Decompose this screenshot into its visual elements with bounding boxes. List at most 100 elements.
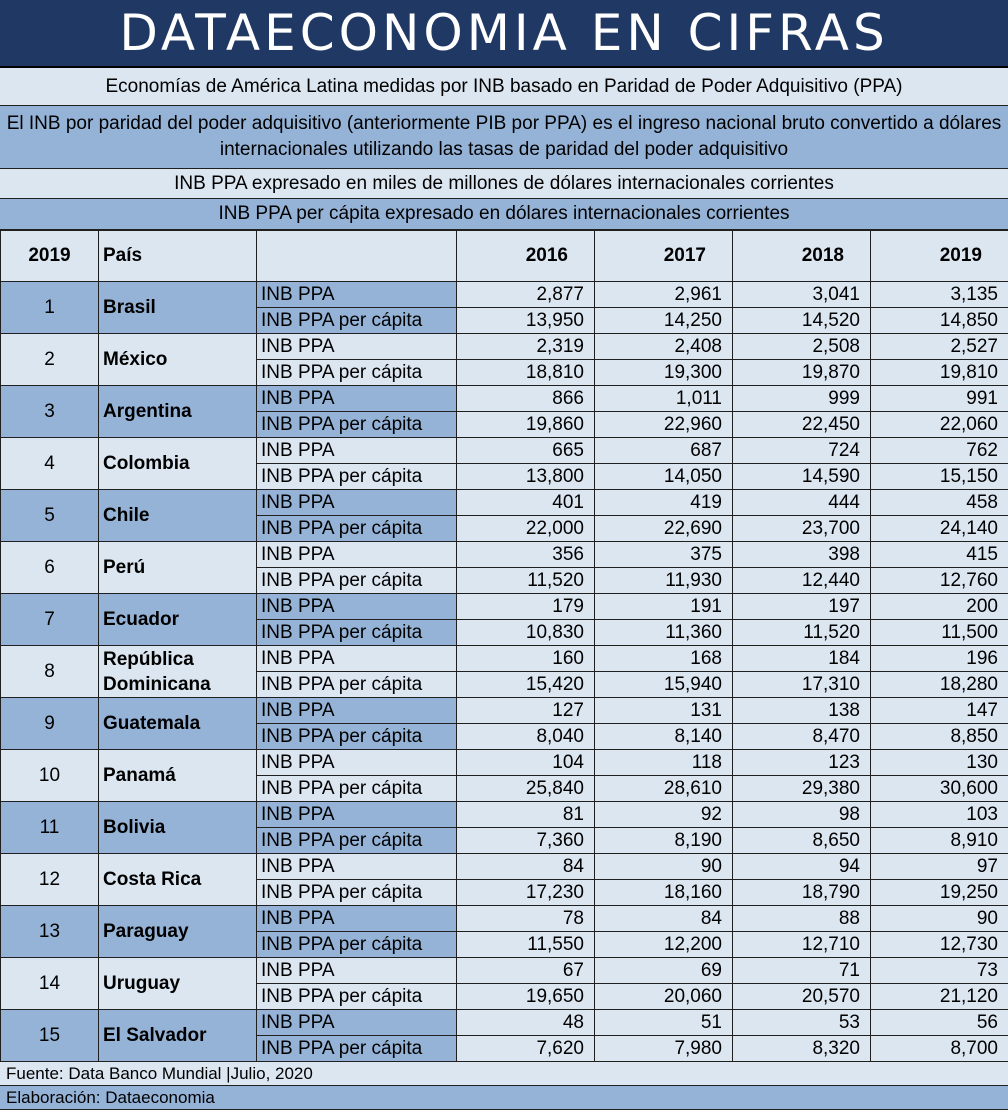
value-cell: 8,190 (594, 827, 733, 854)
metric-label: INB PPA per cápita (256, 1035, 457, 1062)
table-row: 9 Guatemala INB PPA 127 131 138 147 (0, 697, 1008, 750)
value-cell: 8,700 (870, 1035, 1008, 1062)
table-row: 15 El Salvador INB PPA 48 51 53 56 (0, 1009, 1008, 1062)
country-cell: Uruguay (98, 957, 257, 1010)
value-cell: 19,870 (732, 359, 871, 386)
table-row: 6 Perú INB PPA 356 375 398 415 (0, 541, 1008, 594)
value-cell: 22,690 (594, 515, 733, 542)
value-cell: 7,360 (456, 827, 595, 854)
value-cell: 17,230 (456, 879, 595, 906)
unit-note-total: INB PPA expresado en miles de millones d… (0, 169, 1008, 199)
value-cell: 401 (456, 489, 595, 516)
value-cell: 92 (594, 801, 733, 828)
metric-label: INB PPA (256, 853, 457, 880)
value-cell: 8,040 (456, 723, 595, 750)
value-cell: 458 (870, 489, 1008, 516)
value-cell: 14,590 (732, 463, 871, 490)
header-year-2017: 2017 (594, 230, 733, 282)
header-rank: 2019 (0, 230, 99, 282)
table-row: 5 Chile INB PPA 401 419 444 458 (0, 489, 1008, 542)
value-cell: 14,050 (594, 463, 733, 490)
value-cell: 97 (870, 853, 1008, 880)
metric-label: INB PPA (256, 1009, 457, 1036)
table-row: 2 México INB PPA 2,319 2,408 2,508 2,527 (0, 333, 1008, 386)
country-cell: Brasil (98, 281, 257, 334)
metric-label: INB PPA per cápita (256, 775, 457, 802)
definition-text: El INB por paridad del poder adquisitivo… (0, 106, 1008, 169)
metric-label: INB PPA per cápita (256, 359, 457, 386)
metric-label: INB PPA (256, 437, 457, 464)
country-cell: Perú (98, 541, 257, 594)
country-cell: México (98, 333, 257, 386)
table-row: INB PPA per cápita 7,620 7,980 8,320 8,700 (1, 1035, 1008, 1062)
rank-cell: 4 (0, 437, 99, 490)
value-cell: 19,250 (870, 879, 1008, 906)
value-cell: 88 (732, 905, 871, 932)
value-cell: 444 (732, 489, 871, 516)
metric-label: INB PPA (256, 801, 457, 828)
value-cell: 22,060 (870, 411, 1008, 438)
country-cell: Panamá (98, 749, 257, 802)
metric-label: INB PPA per cápita (256, 411, 457, 438)
value-cell: 118 (594, 749, 733, 776)
value-cell: 81 (456, 801, 595, 828)
value-cell: 30,600 (870, 775, 1008, 802)
value-cell: 22,960 (594, 411, 733, 438)
rank-cell: 3 (0, 385, 99, 438)
table-row: 1 Brasil INB PPA 2,877 2,961 3,041 3,135 (0, 281, 1008, 334)
value-cell: 14,850 (870, 307, 1008, 334)
value-cell: 28,610 (594, 775, 733, 802)
value-cell: 687 (594, 437, 733, 464)
table-row: INB PPA per cápita 11,550 12,200 12,710 12,7… (1, 931, 1008, 958)
metric-label: INB PPA (256, 749, 457, 776)
value-cell: 84 (456, 853, 595, 880)
table-row: 10 Panamá INB PPA 104 118 123 130 (0, 749, 1008, 802)
rank-cell: 12 (0, 853, 99, 906)
gni-table: 2019 País 2016 2017 2018 2019 1 Brasil INB… (0, 230, 1008, 1062)
table-row: 13 Paraguay INB PPA 78 84 88 90 (0, 905, 1008, 958)
rank-cell: 7 (0, 593, 99, 646)
table-row: 12 Costa Rica INB PPA 84 90 94 97 (0, 853, 1008, 906)
value-cell: 131 (594, 697, 733, 724)
value-cell: 21,120 (870, 983, 1008, 1010)
value-cell: 665 (456, 437, 595, 464)
metric-label: INB PPA per cápita (256, 307, 457, 334)
value-cell: 14,520 (732, 307, 871, 334)
metric-label: INB PPA per cápita (256, 879, 457, 906)
value-cell: 98 (732, 801, 871, 828)
country-cell: Paraguay (98, 905, 257, 958)
value-cell: 2,961 (594, 281, 733, 308)
value-cell: 53 (732, 1009, 871, 1036)
subtitle: Economías de América Latina medidas por … (0, 68, 1008, 106)
value-cell: 103 (870, 801, 1008, 828)
metric-label: INB PPA (256, 645, 457, 672)
value-cell: 1,011 (594, 385, 733, 412)
value-cell: 7,980 (594, 1035, 733, 1062)
rank-cell: 1 (0, 281, 99, 334)
value-cell: 375 (594, 541, 733, 568)
value-cell: 8,470 (732, 723, 871, 750)
value-cell: 23,700 (732, 515, 871, 542)
value-cell: 191 (594, 593, 733, 620)
value-cell: 56 (870, 1009, 1008, 1036)
header-country: País (98, 230, 257, 282)
value-cell: 2,408 (594, 333, 733, 360)
table-body: 1 Brasil INB PPA 2,877 2,961 3,041 3,135 INB PP… (0, 281, 1008, 1062)
metric-label: INB PPA (256, 281, 457, 308)
value-cell: 8,910 (870, 827, 1008, 854)
header-metric (256, 230, 457, 282)
unit-note-percapita: INB PPA per cápita expresado en dólares … (0, 199, 1008, 230)
table-row: INB PPA per cápita 7,360 8,190 8,650 8,910 (1, 827, 1008, 854)
value-cell: 84 (594, 905, 733, 932)
table-row: 14 Uruguay INB PPA 67 69 71 73 (0, 957, 1008, 1010)
value-cell: 419 (594, 489, 733, 516)
value-cell: 12,710 (732, 931, 871, 958)
metric-label: INB PPA per cápita (256, 983, 457, 1010)
table-row: 11 Bolivia INB PPA 81 92 98 103 (0, 801, 1008, 854)
table-row: INB PPA per cápita 22,000 22,690 23,700 24,1… (1, 515, 1008, 542)
table-header-row: 2019 País 2016 2017 2018 2019 (0, 230, 1008, 282)
metric-label: INB PPA per cápita (256, 567, 457, 594)
value-cell: 12,440 (732, 567, 871, 594)
value-cell: 724 (732, 437, 871, 464)
value-cell: 184 (732, 645, 871, 672)
